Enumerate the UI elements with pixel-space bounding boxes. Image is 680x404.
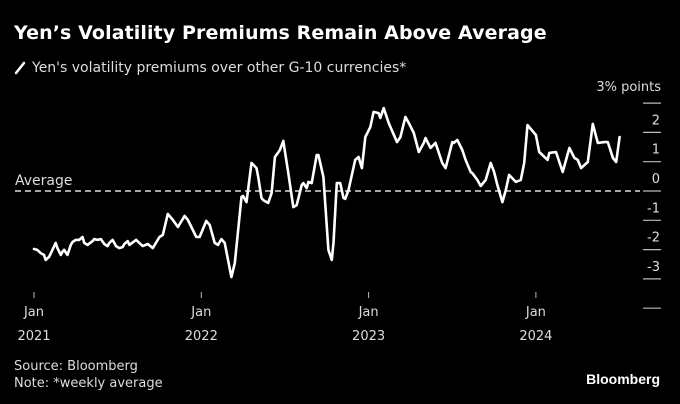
legend-line-icon: [14, 61, 26, 75]
x-tick-label-year: 2021: [17, 329, 50, 344]
x-tick-label-month: Jan: [358, 305, 379, 320]
y-tick-label: -3: [647, 260, 660, 275]
y-tick-label: -1: [647, 201, 660, 216]
note-text: Note: *weekly average: [14, 376, 163, 391]
x-tick-label-year: 2023: [352, 329, 385, 344]
x-tick-label-month: Jan: [23, 305, 44, 320]
y-tick-label: 2: [652, 113, 660, 128]
footnotes: Source: Bloomberg Note: *weekly average: [14, 358, 163, 392]
y-axis-unit-label: 3% points: [596, 80, 661, 95]
source-text: Source: Bloomberg: [14, 359, 138, 374]
x-tick-label-month: Jan: [190, 305, 211, 320]
x-tick-label-month: Jan: [525, 305, 546, 320]
y-tick-label: 0: [652, 172, 660, 187]
x-tick-label-year: 2022: [185, 329, 218, 344]
bloomberg-logo: Bloomberg: [586, 371, 660, 387]
chart-title: Yen’s Volatility Premiums Remain Above A…: [14, 22, 547, 44]
legend: Yen's volatility premiums over other G-1…: [14, 60, 406, 76]
average-label: Average: [15, 173, 73, 189]
x-tick-label-year: 2024: [519, 329, 552, 344]
legend-label: Yen's volatility premiums over other G-1…: [32, 60, 407, 76]
y-tick-label: -2: [647, 231, 660, 246]
series-line: [32, 106, 621, 279]
y-tick-label: 1: [652, 143, 660, 158]
